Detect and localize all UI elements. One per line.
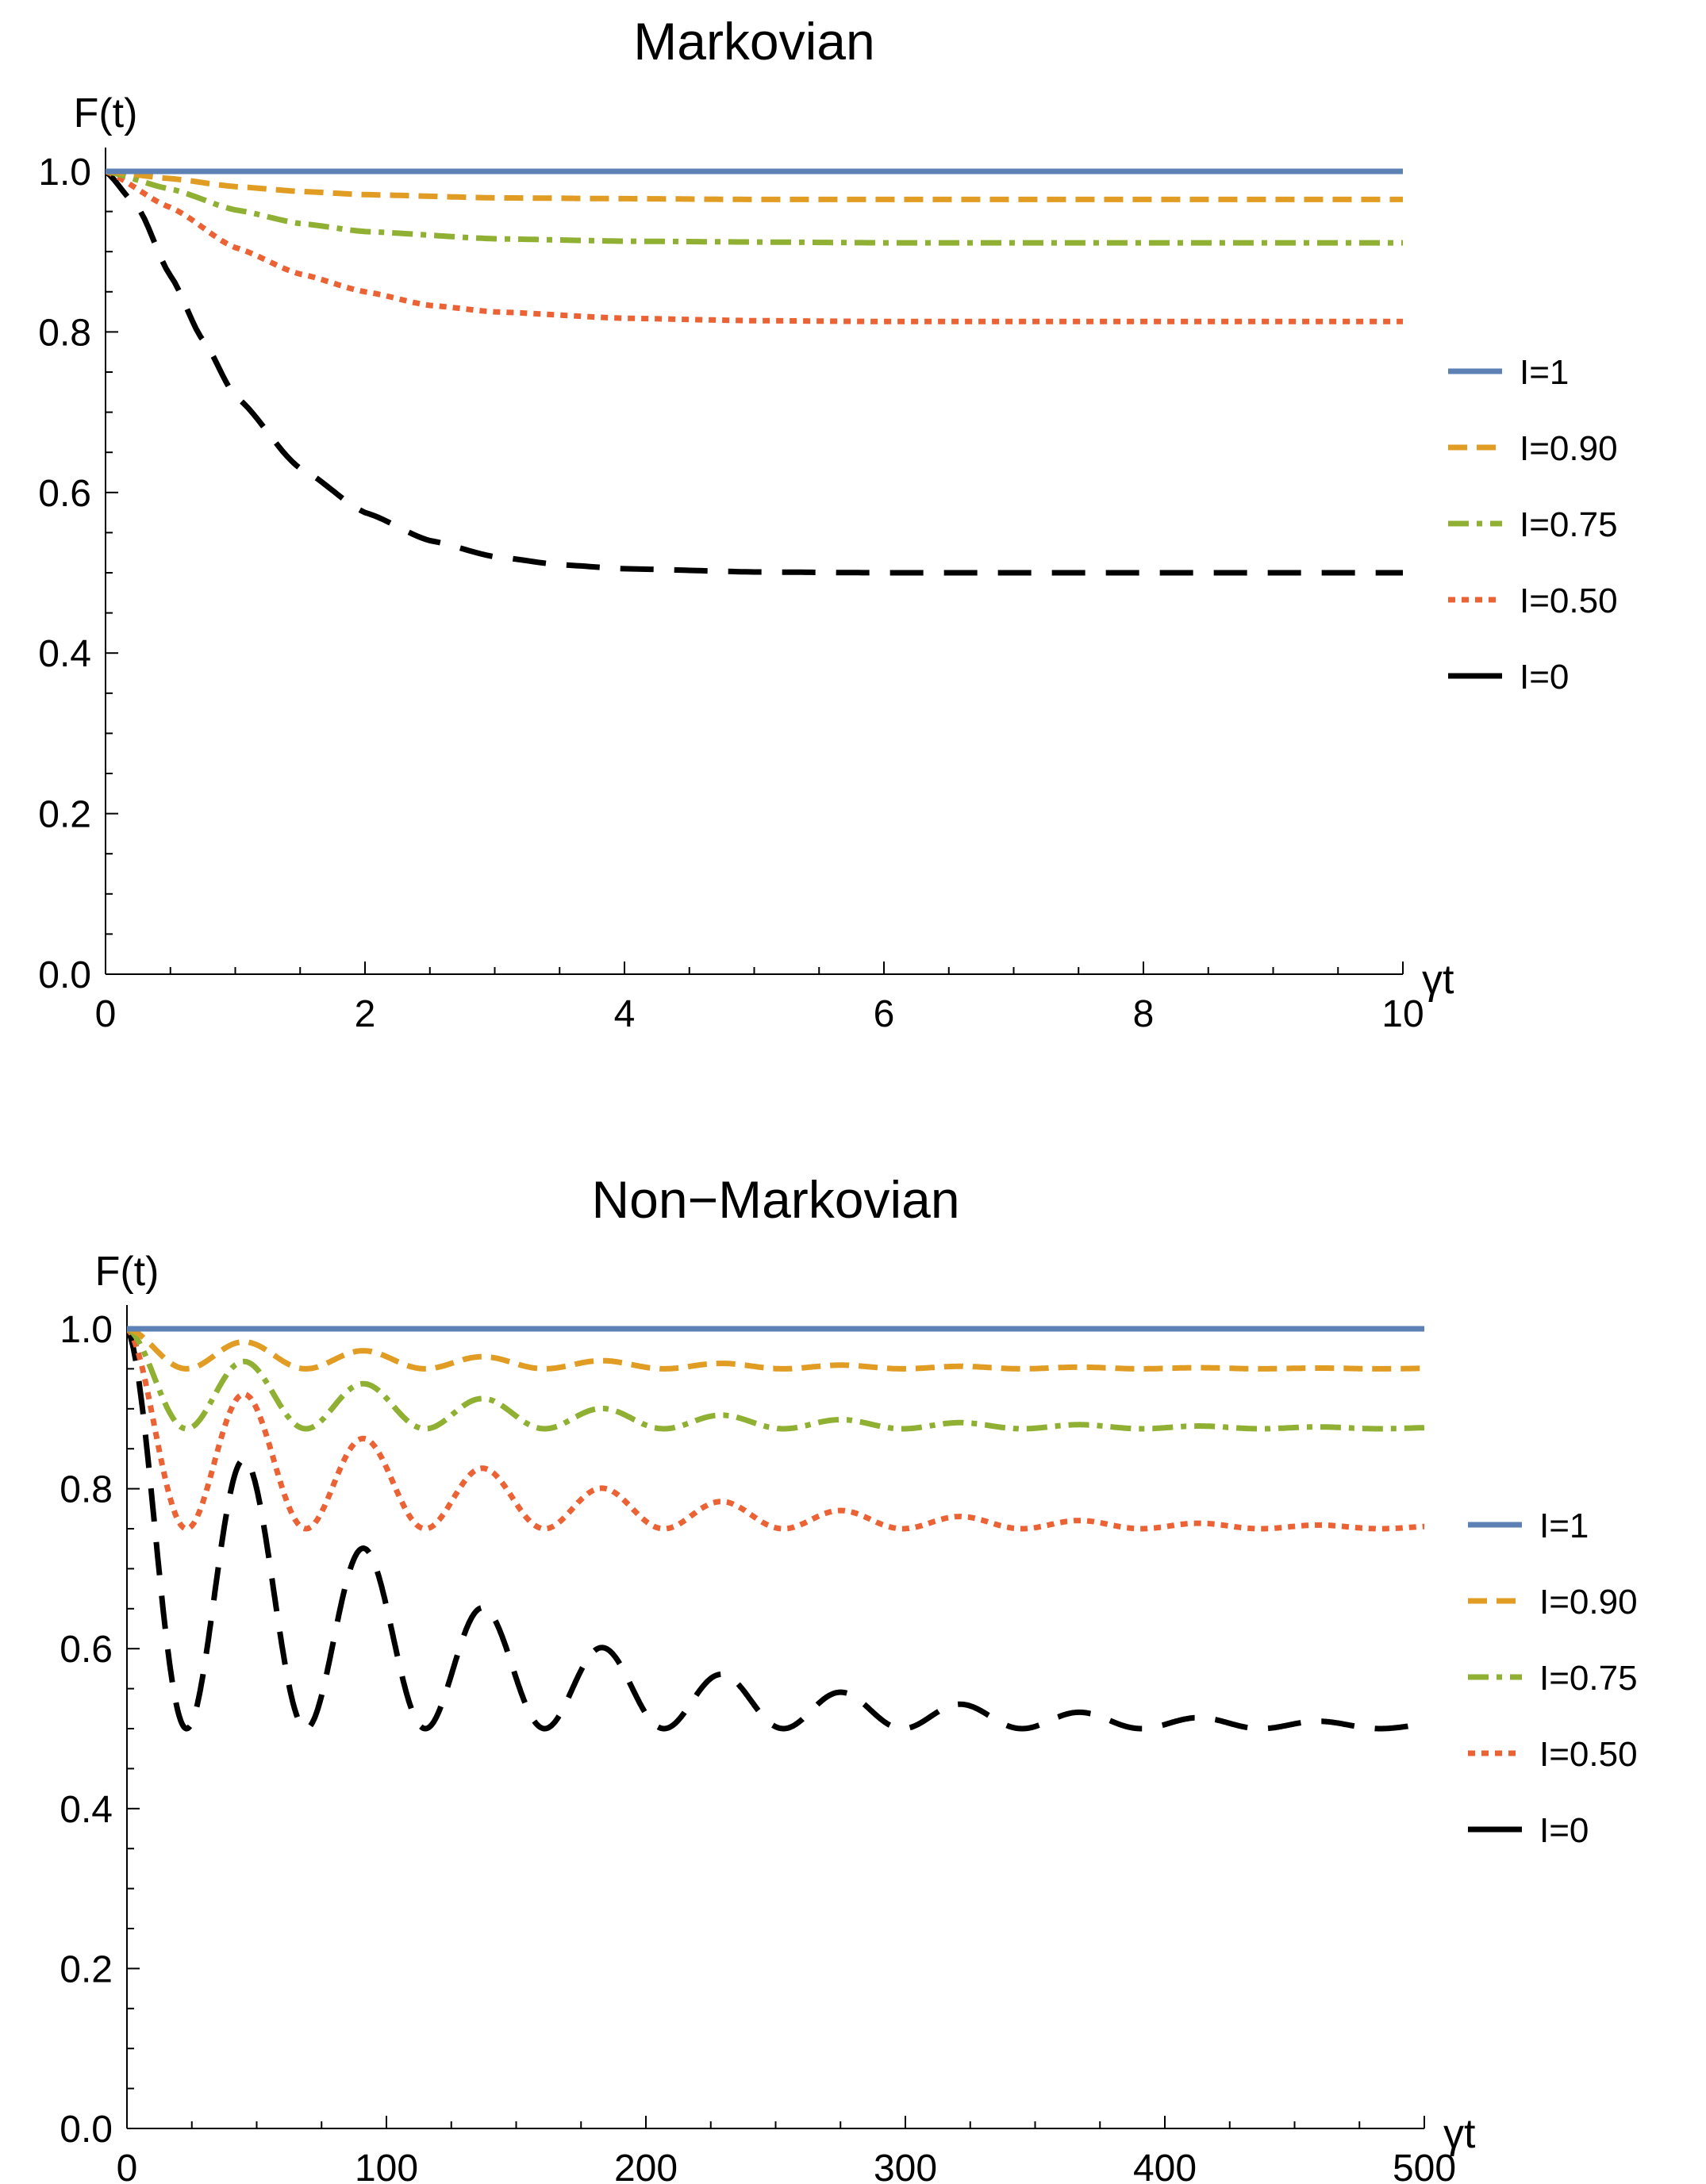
legend-label: I=0.50 [1520,582,1618,620]
legend-label: I=1 [1520,353,1569,392]
legend-label: I=0.90 [1520,429,1618,468]
legend-label: I=0.50 [1539,1735,1638,1774]
series-line-i-0-90 [106,168,1403,202]
y-tick-label: 0.8 [60,1469,113,1511]
legend-label: I=0 [1520,658,1569,697]
series-line-i-0-90 [127,1326,1424,1372]
y-tick-label: 0.2 [38,794,91,836]
legend-label: I=0.90 [1539,1583,1638,1622]
chart-title-non-markovian: Non−Markovian [591,1170,959,1229]
x-tick-label: 100 [355,2148,418,2184]
series-line-i-0-50 [127,1326,1424,1532]
y-tick-label: 0.0 [38,954,91,996]
x-tick-label: 500 [1393,2148,1456,2184]
x-tick-label: 200 [614,2148,678,2184]
x-tick-label: 8 [1133,993,1155,1035]
y-axis-label-non-markovian: F(t) [95,1249,159,1295]
y-tick-label: 1.0 [60,1309,113,1351]
legend-label: I=0.75 [1539,1659,1638,1698]
y-tick-label: 0.6 [60,1629,113,1671]
y-tick-label: 0.6 [38,473,91,515]
x-tick-label: 300 [874,2148,937,2184]
x-tick-label: 0 [95,993,117,1035]
legend-label: I=1 [1539,1507,1589,1545]
series-line-i-0-50 [106,168,1403,324]
x-tick-label: 0 [117,2148,138,2184]
series-line-i-0 [106,169,1403,576]
y-tick-label: 0.2 [60,1948,113,1990]
series-line-i-0-75 [127,1326,1424,1432]
x-tick-label: 400 [1133,2148,1197,2184]
legend-label: I=0.75 [1520,505,1618,544]
series-line-i-0 [127,1327,1424,1732]
y-tick-label: 0.4 [38,633,91,675]
markovian-panel: Markovian F(t) γt 0.0 0.2 0.4 0.6 0.8 1.0 0 2 4 6… [38,12,1617,1035]
x-tick-label: 2 [355,993,376,1035]
x-tick-label: 4 [614,993,636,1035]
y-tick-label: 0.8 [38,312,91,354]
x-tick-label: 10 [1381,993,1424,1035]
y-tick-label: 0.4 [60,1789,113,1831]
legend-label: I=0 [1539,1811,1589,1850]
y-tick-label: 0.0 [60,2109,113,2151]
x-axis-label-non-markovian: γt [1443,2111,1476,2157]
x-tick-label: 6 [874,993,895,1035]
chart-title-markovian: Markovian [633,12,874,71]
non-markovian-panel: Non−Markovian F(t) γt 0.0 0.2 0.4 0.6 0.8 1.0… [60,1170,1637,2184]
y-axis-label-markovian: F(t) [74,90,138,136]
series-line-i-0-75 [106,168,1403,246]
x-axis-label-markovian: γt [1422,957,1454,1003]
y-tick-label: 1.0 [38,152,91,194]
